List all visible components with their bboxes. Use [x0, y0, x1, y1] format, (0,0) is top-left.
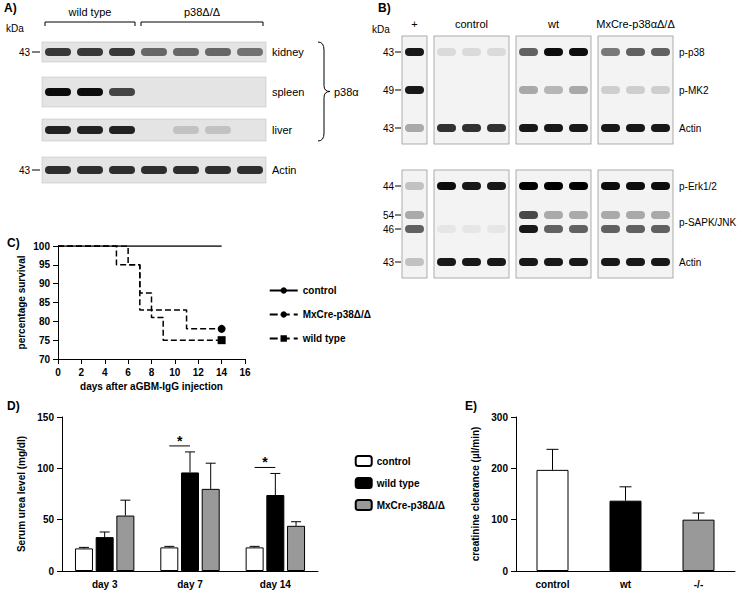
svg-text:A): A) — [4, 1, 17, 15]
svg-text:0: 0 — [55, 367, 61, 378]
svg-text:day 7: day 7 — [177, 579, 203, 590]
svg-text:day 3: day 3 — [92, 579, 118, 590]
svg-text:50: 50 — [43, 514, 55, 525]
svg-text:200: 200 — [491, 463, 508, 474]
svg-text:43: 43 — [383, 123, 395, 134]
svg-text:100: 100 — [33, 241, 50, 252]
svg-text:control: control — [303, 285, 337, 296]
svg-text:*: * — [177, 433, 183, 449]
svg-text:12: 12 — [193, 367, 205, 378]
svg-text:8: 8 — [149, 367, 155, 378]
svg-text:wild type: wild type — [302, 333, 346, 344]
svg-text:kidney: kidney — [272, 46, 304, 58]
svg-text:C): C) — [7, 236, 20, 250]
svg-text:44: 44 — [383, 181, 395, 192]
svg-text:300: 300 — [491, 412, 508, 423]
svg-text:MxCre-p38Δ/Δ: MxCre-p38Δ/Δ — [303, 309, 371, 320]
svg-text:day 14: day 14 — [260, 579, 292, 590]
svg-text:43: 43 — [19, 47, 31, 58]
svg-text:43: 43 — [383, 47, 395, 58]
svg-text:0: 0 — [502, 566, 508, 577]
svg-text:wild type: wild type — [68, 6, 112, 18]
svg-text:spleen: spleen — [272, 86, 304, 98]
svg-text:p-p38: p-p38 — [679, 47, 705, 58]
svg-text:-/-: -/- — [694, 579, 703, 590]
svg-text:Actin: Actin — [679, 257, 701, 268]
svg-text:80: 80 — [39, 316, 51, 327]
svg-text:+: + — [411, 18, 417, 30]
svg-text:D): D) — [7, 399, 20, 413]
svg-text:150: 150 — [37, 412, 54, 423]
svg-text:100: 100 — [491, 514, 508, 525]
svg-text:100: 100 — [37, 463, 54, 474]
svg-text:E): E) — [465, 399, 477, 413]
svg-text:Serum urea level (mg/dl): Serum urea level (mg/dl) — [16, 436, 27, 552]
svg-text:kDa: kDa — [372, 24, 390, 35]
svg-text:p-MK2: p-MK2 — [679, 85, 709, 96]
svg-text:kDa: kDa — [6, 23, 24, 34]
svg-text:0: 0 — [48, 566, 54, 577]
svg-text:wt: wt — [547, 18, 559, 30]
svg-text:4: 4 — [102, 367, 108, 378]
svg-text:95: 95 — [39, 259, 51, 270]
svg-text:wild type: wild type — [376, 478, 420, 489]
svg-text:43: 43 — [383, 257, 395, 268]
svg-text:75: 75 — [39, 335, 51, 346]
svg-text:70: 70 — [39, 354, 51, 365]
svg-text:p-SAPK/JNK: p-SAPK/JNK — [679, 217, 737, 228]
svg-text:MxCre-p38αΔ/Δ: MxCre-p38αΔ/Δ — [596, 18, 675, 30]
svg-text:percentage survival: percentage survival — [16, 255, 27, 349]
svg-text:control: control — [536, 579, 570, 590]
svg-text:p38α: p38α — [334, 86, 359, 98]
svg-text:90: 90 — [39, 278, 51, 289]
svg-text:43: 43 — [19, 165, 31, 176]
svg-text:Actin: Actin — [272, 164, 296, 176]
svg-text:p-Erk1/2: p-Erk1/2 — [679, 181, 717, 192]
svg-text:46: 46 — [383, 224, 395, 235]
svg-text:control: control — [377, 456, 411, 467]
svg-text:wt: wt — [619, 579, 632, 590]
svg-text:14: 14 — [216, 367, 228, 378]
svg-text:days after aGBM-IgG injection: days after aGBM-IgG injection — [80, 381, 223, 392]
svg-text:54: 54 — [383, 210, 395, 221]
svg-text:2: 2 — [79, 367, 85, 378]
svg-text:*: * — [262, 454, 268, 470]
svg-text:16: 16 — [239, 367, 251, 378]
svg-text:control: control — [455, 18, 488, 30]
svg-text:p38Δ/Δ: p38Δ/Δ — [184, 6, 221, 18]
svg-text:liver: liver — [272, 124, 293, 136]
svg-text:85: 85 — [39, 297, 51, 308]
svg-text:10: 10 — [169, 367, 181, 378]
svg-text:MxCre-p38Δ/Δ: MxCre-p38Δ/Δ — [377, 500, 445, 511]
svg-text:6: 6 — [125, 367, 131, 378]
svg-text:creatinine clearance (µl/min): creatinine clearance (µl/min) — [470, 427, 481, 562]
svg-text:B): B) — [378, 1, 391, 15]
svg-text:Actin: Actin — [679, 123, 701, 134]
svg-text:49: 49 — [383, 85, 395, 96]
